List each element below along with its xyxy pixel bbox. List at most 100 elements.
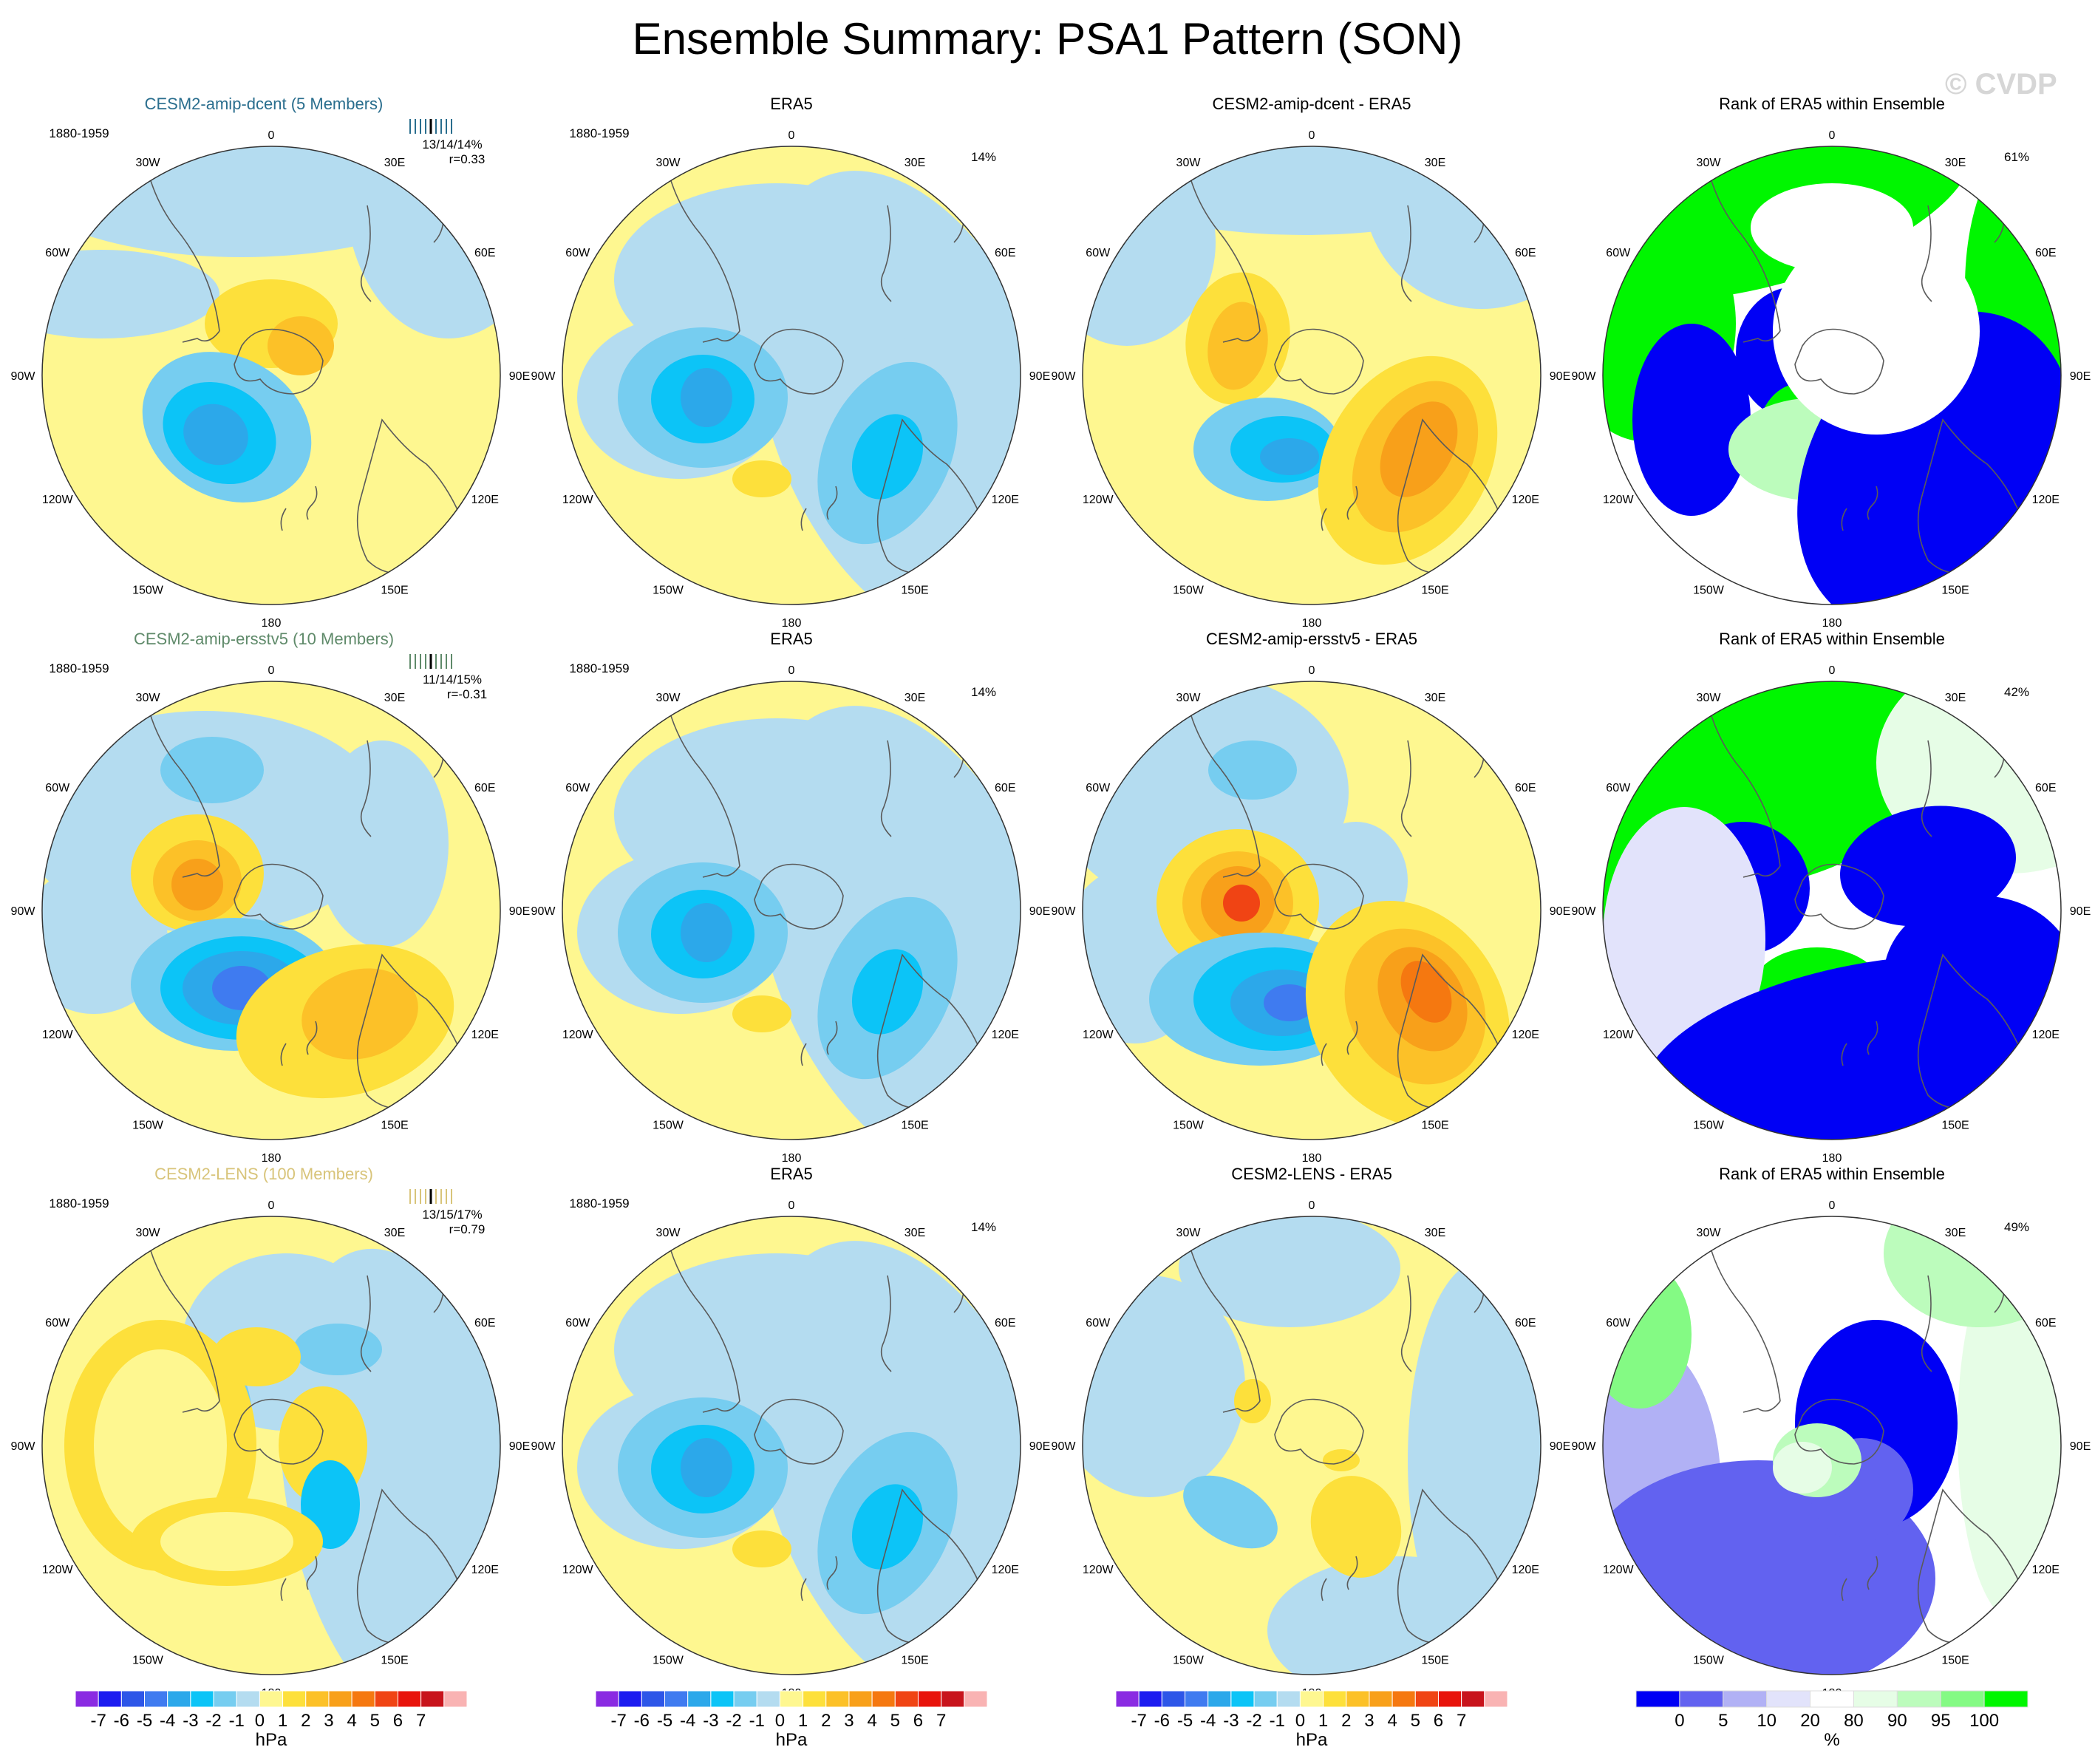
rank-region-8 — [1884, 896, 2061, 1058]
lon-label-150W: 150W — [653, 584, 684, 596]
map-field — [562, 1216, 1021, 1675]
coastline-6 — [1400, 205, 1412, 302]
colorbar-tick: 3 — [1364, 1711, 1374, 1731]
rank-region-6 — [1632, 324, 1751, 516]
lon-label-30E: 30E — [1425, 157, 1445, 169]
map-field — [42, 681, 500, 1140]
contour-5 — [1223, 885, 1260, 922]
colorbar-hpa-0: -7 -6 -5 -4 -3 -2 -1 0 1 2 3 4 5 6 7 hPa — [75, 1690, 468, 1750]
lon-label-120W: 120W — [562, 494, 594, 506]
lon-label-0: 0 — [1829, 129, 1836, 142]
colorbar-tick: -5 — [1177, 1711, 1193, 1731]
coastline-1 — [130, 146, 220, 332]
correlation-value: r=0.33 — [449, 152, 486, 166]
pattern-stats: 13/15/17% — [422, 1208, 482, 1222]
map-field — [1603, 146, 2061, 605]
lon-label-90W: 90W — [11, 905, 36, 918]
coastline-4 — [1346, 1021, 1358, 1055]
colorbar-swatch — [733, 1690, 757, 1708]
rank-region-9 — [1603, 1261, 1692, 1409]
lon-label-30E: 30E — [905, 157, 925, 169]
colorbar-swatch — [1461, 1690, 1485, 1708]
colorbar-swatch — [595, 1690, 619, 1708]
contour-13 — [1400, 961, 1452, 1023]
lon-label-60E: 60E — [995, 247, 1015, 259]
colorbar-hpa-2: -7 -6 -5 -4 -3 -2 -1 0 1 2 3 4 5 6 7 hPa — [1115, 1690, 1508, 1750]
map-field — [1603, 1216, 2061, 1675]
colorbar-hpa-1: -7 -6 -5 -4 -3 -2 -1 0 1 2 3 4 5 6 7 hPa — [595, 1690, 988, 1750]
map-border — [562, 681, 1021, 1140]
colorbar-swatch — [825, 1690, 850, 1708]
panel-r2-c2: 030E60E90E120E150E180150W120W90W60W30WCE… — [1052, 1165, 1571, 1700]
lon-label-60W: 60W — [45, 1317, 70, 1329]
contour-5 — [851, 414, 924, 500]
lon-label-150E: 150E — [1941, 584, 1969, 596]
coastline-4 — [1867, 486, 1878, 520]
lon-label-0: 0 — [788, 1199, 795, 1212]
lon-label-120E: 120E — [1512, 494, 1539, 506]
coastline-0 — [234, 328, 324, 395]
colorbar-swatch — [1323, 1690, 1347, 1708]
coastline-0 — [1274, 863, 1364, 930]
colorbar-tick: 2 — [1341, 1711, 1351, 1731]
rank-swatch — [1940, 1690, 1985, 1708]
coastline-2 — [182, 865, 220, 878]
negative-region-1 — [1083, 146, 1216, 346]
coastline-2 — [702, 1400, 740, 1413]
colorbar-tick: -5 — [137, 1711, 152, 1731]
ensemble-spread-bars — [409, 1189, 452, 1204]
colorbar-unit: hPa — [256, 1730, 287, 1750]
cvdp-watermark: © CVDP — [1945, 68, 2057, 101]
negative-region-1 — [42, 866, 168, 1014]
coastline-5 — [800, 508, 807, 531]
lon-label-60W: 60W — [1086, 1317, 1111, 1329]
colorbar-swatch — [374, 1690, 398, 1708]
coastline-6 — [1400, 740, 1412, 837]
contour-10 — [302, 968, 418, 1060]
lon-label-0: 0 — [268, 129, 275, 142]
colorbar-tick: -6 — [634, 1711, 650, 1731]
lon-label-90W: 90W — [1572, 1440, 1597, 1453]
lon-label-30W: 30W — [656, 157, 681, 169]
colorbar-swatch — [664, 1690, 689, 1708]
colorbar-tick: 6 — [1434, 1711, 1443, 1731]
coastline-1 — [1171, 1216, 1261, 1402]
lon-label-60W: 60W — [1606, 247, 1631, 259]
lon-label-180: 180 — [1822, 1152, 1842, 1165]
lon-label-90E: 90E — [1550, 905, 1570, 918]
lon-label-90W: 90W — [1572, 370, 1597, 383]
rank-swatch — [1766, 1690, 1811, 1708]
coastline-4 — [826, 1556, 838, 1590]
coastline-1 — [1171, 681, 1261, 867]
lon-label-120W: 120W — [42, 1564, 74, 1576]
lon-label-90W: 90W — [531, 905, 556, 918]
coastline-2 — [702, 330, 740, 343]
map-border — [1082, 681, 1542, 1140]
lon-label-0: 0 — [788, 664, 795, 677]
negative-region-2 — [1267, 1556, 1533, 1675]
colorbar-tick: -2 — [1246, 1711, 1261, 1731]
lon-label-150E: 150E — [901, 584, 928, 596]
coastline-0 — [754, 1398, 844, 1465]
contour-2 — [1207, 302, 1268, 390]
lon-label-150E: 150E — [1941, 1119, 1969, 1131]
lon-label-150W: 150W — [1173, 1654, 1205, 1666]
rank-tick: 0 — [1675, 1711, 1684, 1731]
rank-region-8 — [1884, 1216, 2061, 1327]
lon-label-60W: 60W — [1606, 1317, 1631, 1329]
correlation-value: r=0.79 — [449, 1222, 486, 1236]
colorbar-swatch — [259, 1690, 284, 1708]
colorbar-swatch — [144, 1690, 168, 1708]
colorbar-rank: 0 5 10 20 80 90 95 100% — [1635, 1690, 2028, 1750]
period-label: 1880-1959 — [569, 1196, 629, 1210]
colorbar-swatch — [213, 1690, 237, 1708]
colorbar-tick: -3 — [703, 1711, 718, 1731]
coastline-5 — [1841, 508, 1847, 531]
era5-title: ERA5 — [770, 1165, 812, 1183]
lon-label-90W: 90W — [531, 370, 556, 383]
coastline-1 — [650, 146, 740, 332]
panel-r0-c0: 0 30E 60E 90E 120E 150E 180 150W 120W 90W 60W 30W CE… — [11, 95, 531, 630]
coastlines — [650, 1216, 984, 1644]
lon-label-30W: 30W — [1697, 157, 1722, 169]
coastline-6 — [880, 740, 892, 837]
